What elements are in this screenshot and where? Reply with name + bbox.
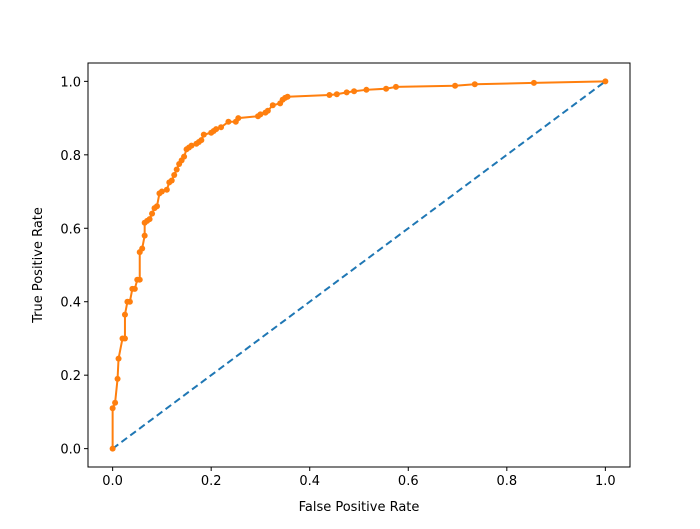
roc-point [109, 405, 116, 412]
roc-point [168, 177, 175, 184]
roc-point [218, 124, 225, 131]
roc-point [173, 166, 180, 173]
roc-point [131, 285, 138, 292]
roc-point [225, 118, 232, 125]
y-tick-label: 0.4 [60, 296, 81, 311]
roc-point [121, 311, 128, 318]
x-tick-label: 0.2 [201, 474, 222, 489]
roc-point [153, 203, 160, 210]
x-axis: 0.0 0.2 0.4 0.6 0.8 1.0 [102, 467, 616, 489]
axes-frame [87, 62, 631, 468]
x-axis-label: False Positive Rate [299, 500, 420, 515]
chance-line [112, 80, 606, 450]
roc-point [198, 137, 205, 144]
roc-point [363, 86, 370, 93]
x-tick-label: 1.0 [595, 474, 616, 489]
roc-point [235, 115, 242, 122]
roc-point [257, 111, 264, 118]
x-tick-label: 0.8 [496, 474, 517, 489]
roc-point [149, 210, 156, 217]
roc-point [181, 153, 188, 160]
roc-point [343, 89, 350, 96]
roc-point [333, 91, 340, 98]
roc-point [188, 142, 195, 149]
roc-point [121, 335, 128, 342]
x-tick-label: 0.6 [398, 474, 419, 489]
x-tick-label: 0.0 [102, 474, 123, 489]
roc-point [452, 82, 459, 89]
roc-point [139, 245, 146, 252]
y-tick-label: 0.0 [60, 443, 81, 458]
roc-point [326, 91, 333, 98]
roc-point [126, 298, 133, 305]
roc-point [392, 83, 399, 90]
roc-point [109, 445, 116, 452]
roc-point [284, 93, 291, 100]
roc-point [200, 131, 207, 138]
x-tick-label: 0.4 [299, 474, 320, 489]
y-tick-label: 0.8 [60, 149, 81, 164]
roc-point [351, 88, 358, 95]
roc-point [471, 81, 478, 88]
plot-area [109, 78, 609, 452]
y-tick-label: 0.6 [60, 222, 81, 237]
y-tick-label: 0.2 [60, 369, 81, 384]
roc-point [213, 126, 220, 133]
roc-point [146, 216, 153, 223]
y-tick-label: 1.0 [60, 75, 81, 90]
y-axis: 0.0 0.2 0.4 0.6 0.8 1.0 [60, 75, 88, 458]
roc-point [114, 375, 121, 382]
roc-point [115, 355, 122, 362]
roc-point [264, 107, 271, 114]
roc-point [171, 172, 178, 179]
roc-point [112, 399, 119, 406]
y-axis-label: True Positive Rate [31, 207, 46, 324]
roc-point [141, 232, 148, 239]
roc-point [530, 79, 537, 86]
roc-point [383, 85, 390, 92]
roc-point [602, 78, 609, 85]
roc-point [269, 102, 276, 109]
roc-point [163, 186, 170, 193]
roc-point [136, 276, 143, 283]
roc-point [158, 188, 165, 195]
